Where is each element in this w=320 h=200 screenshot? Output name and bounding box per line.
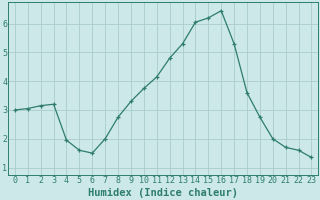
X-axis label: Humidex (Indice chaleur): Humidex (Indice chaleur) xyxy=(88,188,238,198)
